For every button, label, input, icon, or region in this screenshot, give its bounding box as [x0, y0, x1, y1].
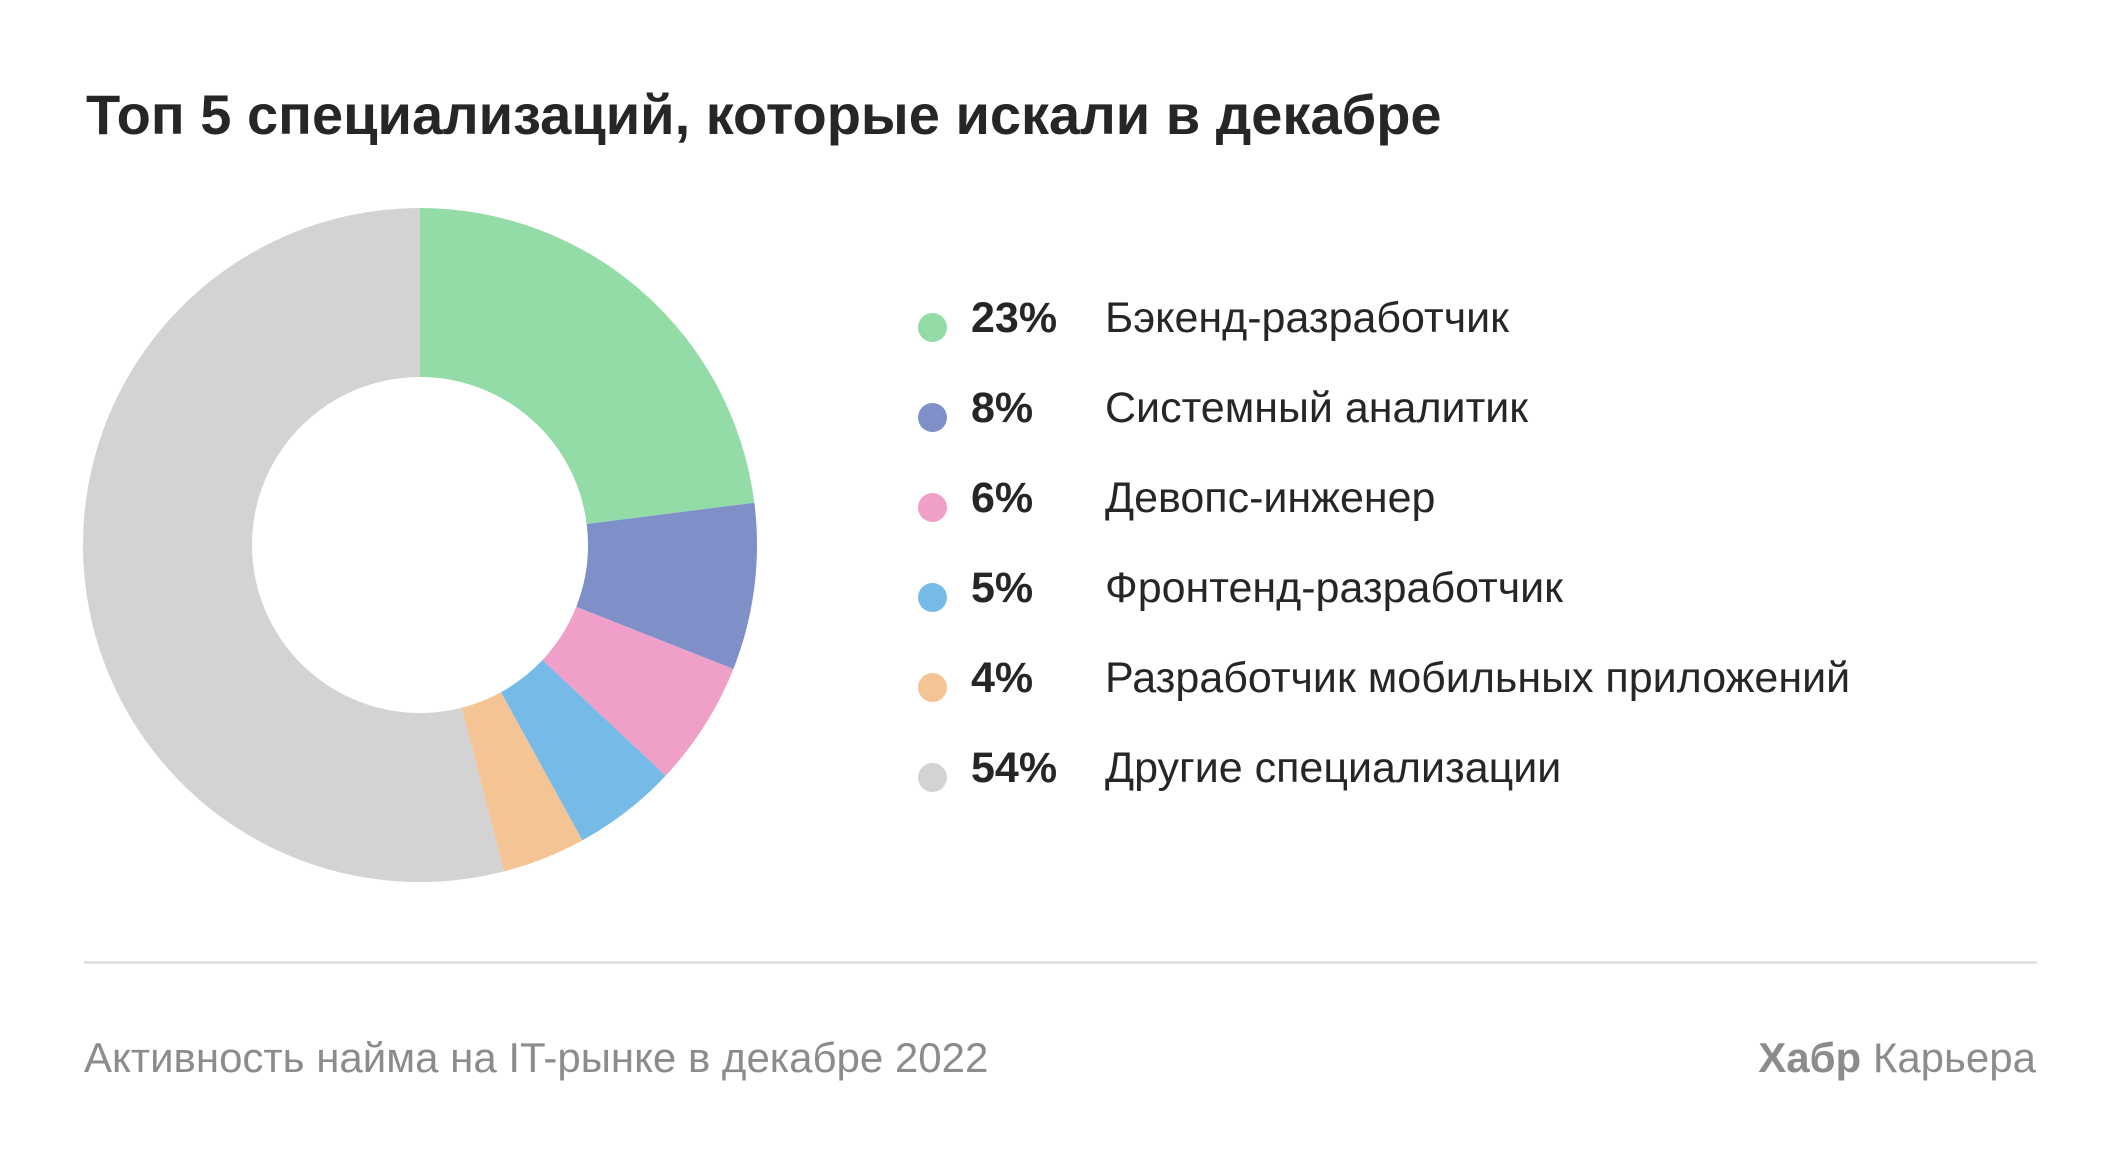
legend-value: 5%: [971, 564, 1034, 612]
legend-item: 6% Девопс-инженер: [918, 470, 1918, 560]
legend-item: 54% Другие специализации: [918, 740, 1918, 830]
donut-slices: [83, 208, 757, 882]
legend-color-dot: [918, 673, 947, 702]
brand-logo: Хабр Карьера: [1758, 1034, 2036, 1082]
legend-color-dot: [918, 403, 947, 432]
donut-slice: [461, 692, 583, 872]
legend-item: 8% Системный аналитик: [918, 380, 1918, 470]
legend-item: 5% Фронтенд-разработчик: [918, 560, 1918, 650]
legend-value: 6%: [971, 474, 1034, 522]
donut-slice: [83, 208, 504, 882]
legend-value: 4%: [971, 654, 1034, 702]
legend-label: Другие специализации: [1105, 744, 1562, 792]
legend-color-dot: [918, 313, 947, 342]
brand-name-bold: Хабр: [1758, 1034, 1862, 1081]
legend-label: Системный аналитик: [1105, 384, 1529, 432]
legend-color-dot: [918, 493, 947, 522]
brand-name-regular: Карьера: [1861, 1034, 2036, 1081]
legend-value: 54%: [971, 744, 1058, 792]
legend-color-dot: [918, 763, 947, 792]
legend-color-dot: [918, 583, 947, 612]
legend-label: Девопс-инженер: [1105, 474, 1436, 522]
legend-label: Бэкенд-разработчик: [1105, 294, 1509, 342]
footer-caption: Активность найма на IT-рынке в декабре 2…: [84, 1034, 989, 1081]
donut-chart: [83, 208, 757, 882]
legend-label: Фронтенд-разработчик: [1105, 564, 1563, 612]
donut-slice: [542, 606, 734, 776]
chart-legend: 23% Бэкенд-разработчик 8% Системный анал…: [918, 290, 1918, 830]
legend-item: 4% Разработчик мобильных приложений: [918, 650, 1918, 740]
donut-slice: [500, 660, 666, 841]
legend-label: Разработчик мобильных приложений: [1105, 654, 1851, 702]
chart-title: Топ 5 специализаций, которые искали в де…: [86, 83, 1442, 146]
donut-slice: [576, 502, 757, 670]
footer-divider: [84, 961, 2037, 964]
donut-slice: [420, 208, 755, 524]
legend-item: 23% Бэкенд-разработчик: [918, 290, 1918, 380]
legend-value: 23%: [971, 294, 1058, 342]
legend-value: 8%: [971, 384, 1034, 432]
